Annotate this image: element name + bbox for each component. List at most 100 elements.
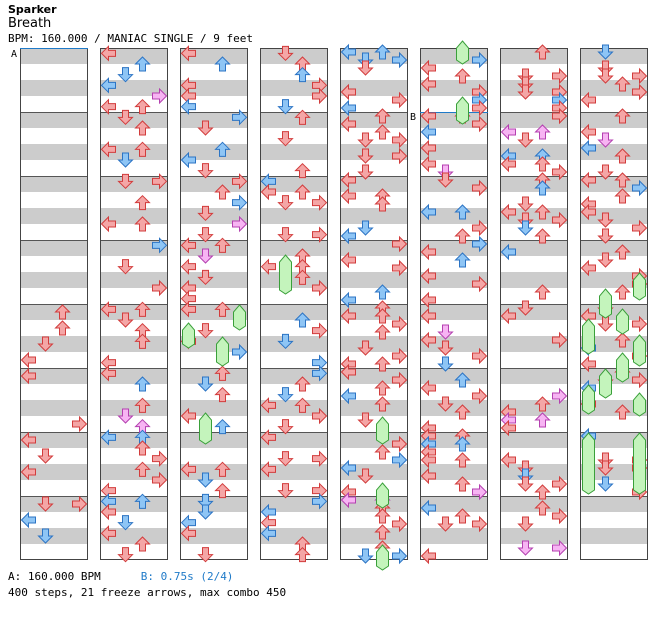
step-arrow [100, 503, 116, 521]
step-arrow [294, 397, 311, 413]
step-arrow [472, 179, 488, 197]
beat-stripe [340, 272, 408, 288]
step-arrow [392, 547, 408, 565]
step-arrow [374, 324, 391, 340]
step-arrow [117, 67, 134, 83]
step-arrow [232, 173, 248, 190]
step-arrow [232, 109, 248, 126]
beat-stripe [20, 144, 88, 160]
step-arrow [134, 440, 151, 456]
beat-stripe [500, 528, 568, 544]
step-arrow [340, 387, 356, 405]
chart-info: BPM: 160.000 / MANIAC SINGLE / 9 feet [8, 32, 254, 45]
beat-stripe [100, 112, 168, 128]
beat-stripe [420, 368, 488, 384]
step-arrow [632, 67, 648, 85]
step-arrow [420, 451, 436, 469]
step-arrow [517, 220, 534, 236]
step-arrow [534, 412, 551, 428]
beat-stripe [500, 240, 568, 256]
step-arrow [197, 120, 214, 136]
beat-stripe [420, 464, 488, 480]
step-arrow [420, 155, 436, 173]
step-arrow [340, 115, 356, 133]
beat-stripe [580, 496, 648, 512]
beat-stripe [260, 208, 328, 224]
step-arrow [552, 475, 568, 493]
step-arrow [152, 173, 168, 190]
step-arrow [534, 124, 551, 140]
beat-stripe [100, 176, 168, 192]
beat-stripe [260, 112, 328, 128]
step-arrow [392, 451, 408, 469]
step-arrow [374, 524, 391, 540]
beat-stripe [180, 176, 248, 192]
beat-stripe [100, 304, 168, 320]
step-arrow [294, 162, 311, 179]
step-arrow [340, 43, 356, 61]
step-arrow [614, 172, 631, 188]
step-arrow [357, 60, 374, 76]
beat-stripe [580, 528, 648, 544]
step-arrow [214, 141, 231, 157]
chart-stats: 400 steps, 21 freeze arrows, max combo 4… [8, 586, 287, 599]
step-arrow [517, 476, 534, 492]
step-arrow [152, 471, 168, 489]
beat-stripe [500, 432, 568, 448]
beat-stripe [260, 400, 328, 416]
step-arrow [100, 525, 116, 542]
step-arrow [500, 451, 516, 469]
step-arrow [437, 356, 454, 372]
step-arrow [197, 269, 214, 286]
step-arrow [197, 163, 214, 179]
step-arrow [437, 324, 454, 340]
step-arrow [552, 163, 568, 181]
step-arrow [437, 396, 454, 412]
beat-stripe [580, 272, 648, 288]
step-arrow [197, 504, 214, 520]
step-arrow [260, 183, 276, 201]
step-arrow [374, 284, 391, 300]
beat-stripe [20, 368, 88, 384]
step-arrow [72, 415, 88, 433]
step-arrow [454, 68, 471, 84]
beat-stripe [180, 528, 248, 544]
beat-stripe [500, 80, 568, 96]
beat-stripe [420, 336, 488, 352]
step-arrow [420, 307, 436, 325]
step-arrow [340, 291, 356, 309]
beat-stripe [180, 240, 248, 256]
step-arrow [20, 431, 36, 449]
step-arrow [197, 205, 214, 222]
freeze-arrow [616, 352, 629, 383]
step-arrow [180, 45, 196, 62]
step-arrow [500, 203, 516, 221]
step-arrow [134, 493, 151, 509]
step-arrow [37, 448, 54, 464]
step-arrow [632, 179, 648, 197]
beat-stripe [20, 496, 88, 512]
step-arrow [312, 450, 328, 467]
column-frame [180, 48, 248, 560]
step-arrow [214, 301, 231, 317]
step-arrow [100, 141, 116, 158]
step-arrow [214, 56, 231, 72]
step-arrow [134, 120, 151, 136]
step-arrow [374, 444, 391, 460]
beat-stripe [20, 272, 88, 288]
beat-stripe [420, 112, 488, 128]
step-arrow [117, 312, 134, 328]
step-arrow [500, 307, 516, 325]
step-arrow [134, 194, 151, 211]
step-arrow [472, 51, 488, 69]
step-arrow [277, 333, 294, 350]
step-arrow [472, 115, 488, 133]
step-arrow [374, 124, 391, 140]
step-arrow [597, 228, 614, 244]
step-arrow [614, 404, 631, 420]
beat-stripe [180, 496, 248, 512]
step-arrow [277, 227, 294, 243]
step-arrow [277, 99, 294, 115]
step-arrow [197, 547, 214, 563]
beat-stripe [580, 368, 648, 384]
